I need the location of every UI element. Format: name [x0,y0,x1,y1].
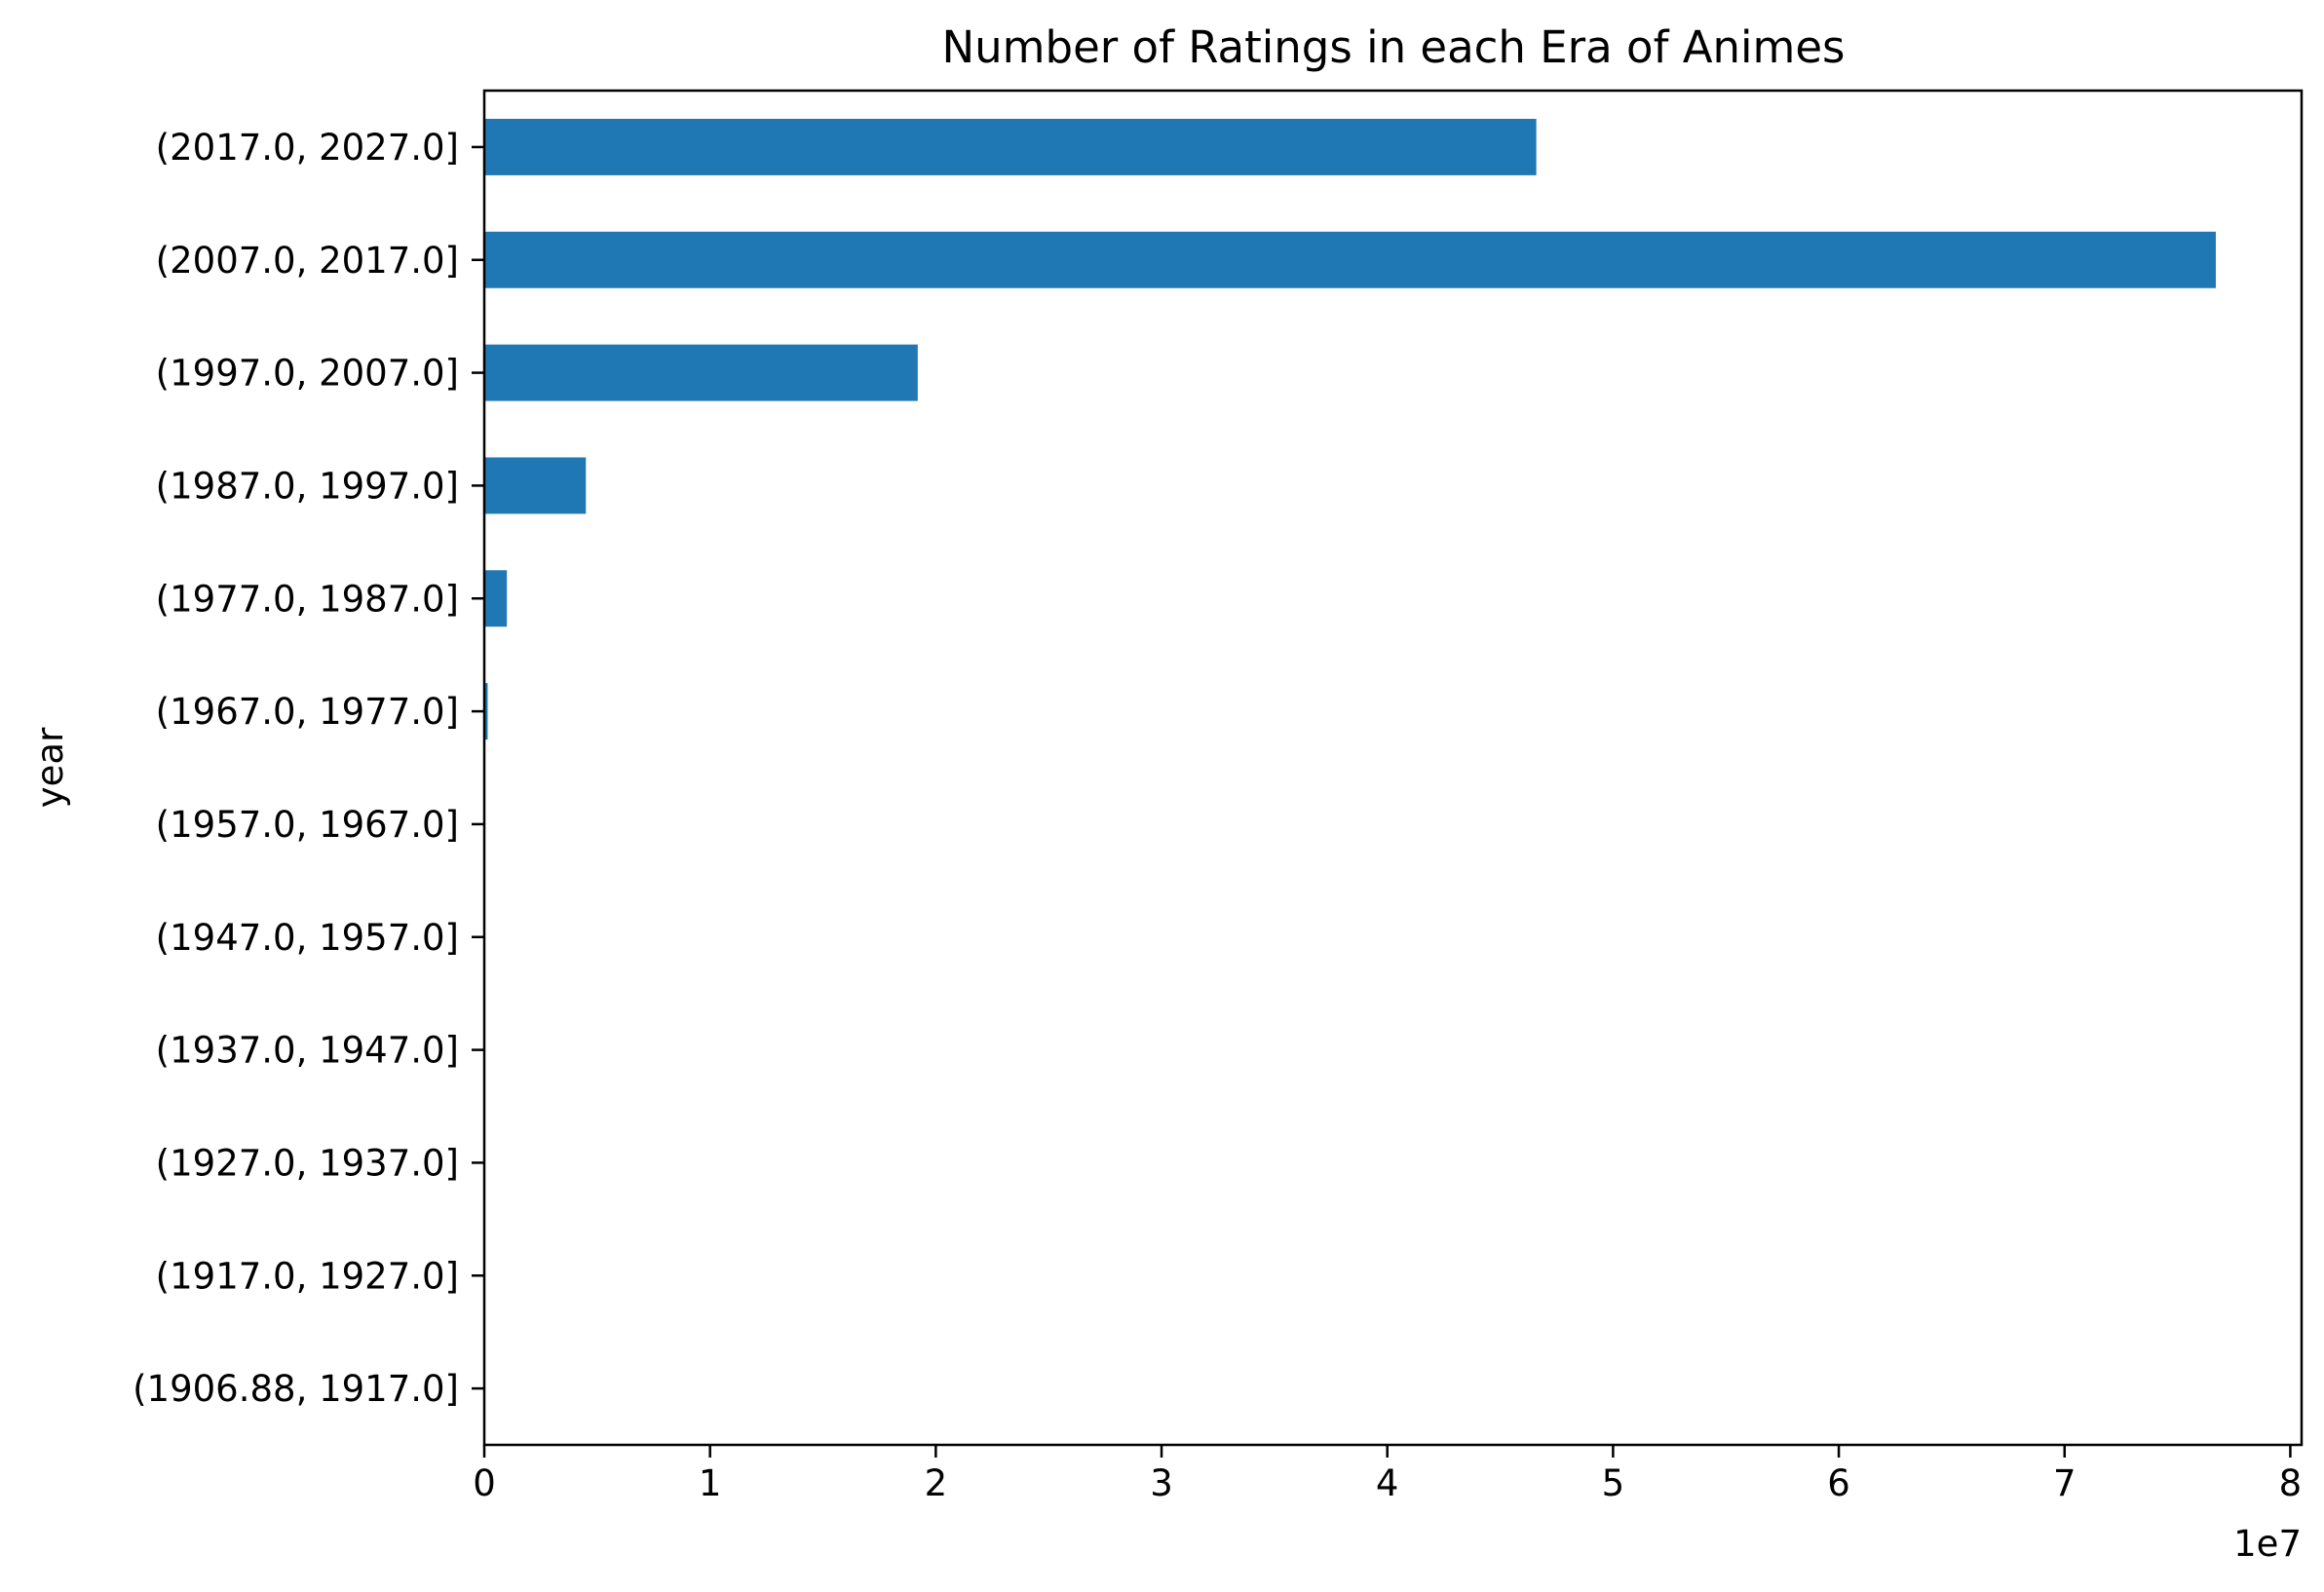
y-tick-label: (1977.0, 1987.0] [156,578,459,620]
x-tick-label: 0 [473,1462,496,1504]
x-tick-label: 7 [2053,1462,2076,1504]
bar-1967-0-1977-0 [484,683,488,740]
x-tick-label: 6 [1827,1462,1850,1504]
y-tick-label: (1967.0, 1977.0] [156,691,459,733]
x-tick-label: 8 [2279,1462,2303,1504]
x-axis: 0 1 2 3 4 5 6 7 8 [473,1445,2302,1504]
chart-title: Number of Ratings in each Era of Animes [941,21,1845,73]
bar-1977-0-1987-0 [484,570,508,627]
bar-1997-0-2007-0 [484,344,918,401]
y-tick-label: (1917.0, 1927.0] [156,1255,459,1297]
y-tick-label: (1927.0, 1937.0] [156,1142,459,1184]
x-tick-label: 1 [699,1462,722,1504]
bar-2017-0-2027-0 [484,118,1537,175]
y-tick-label: (1947.0, 1957.0] [156,917,459,959]
y-tick-label: (2007.0, 2017.0] [156,240,459,282]
x-tick-label: 5 [1602,1462,1625,1504]
bars-layer [484,118,2216,740]
bar-2007-0-2017-0 [484,231,2216,288]
y-axis: (1906.88, 1917.0] (1917.0, 1927.0] (1927.0… [133,127,484,1410]
y-tick-label: (1906.88, 1917.0] [133,1368,459,1410]
y-tick-label: (1997.0, 2007.0] [156,353,459,395]
x-tick-label: 4 [1376,1462,1399,1504]
plot-frame [482,89,2304,1447]
x-tick-label: 2 [925,1462,948,1504]
y-axis-label: year [29,727,71,808]
y-tick-label: (1957.0, 1967.0] [156,804,459,846]
y-tick-label: (1937.0, 1947.0] [156,1030,459,1072]
x-axis-offset-label: 1e7 [2233,1523,2302,1565]
y-tick-label: (1987.0, 1997.0] [156,465,459,507]
bar-1987-0-1997-0 [484,457,587,514]
y-tick-label: (2017.0, 2027.0] [156,127,459,169]
x-tick-label: 3 [1150,1462,1173,1504]
